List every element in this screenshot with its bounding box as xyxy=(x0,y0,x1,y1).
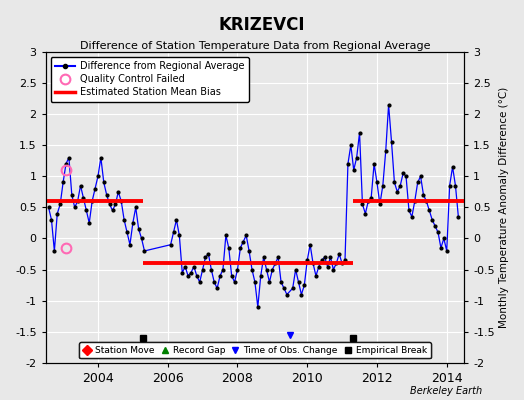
Text: KRIZEVCI: KRIZEVCI xyxy=(219,16,305,34)
Y-axis label: Monthly Temperature Anomaly Difference (°C): Monthly Temperature Anomaly Difference (… xyxy=(499,87,509,328)
Legend: Station Move, Record Gap, Time of Obs. Change, Empirical Break: Station Move, Record Gap, Time of Obs. C… xyxy=(79,342,431,358)
Title: Difference of Station Temperature Data from Regional Average: Difference of Station Temperature Data f… xyxy=(80,41,430,51)
Text: Berkeley Earth: Berkeley Earth xyxy=(410,386,482,396)
